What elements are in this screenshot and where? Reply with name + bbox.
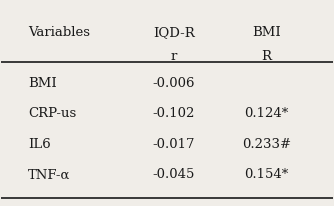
Text: IL6: IL6 [28, 137, 51, 150]
Text: 0.233#: 0.233# [242, 137, 291, 150]
Text: BMI: BMI [252, 26, 281, 39]
Text: Variables: Variables [28, 26, 90, 39]
Text: -0.017: -0.017 [152, 137, 195, 150]
Text: TNF-α: TNF-α [28, 168, 70, 181]
Text: 0.154*: 0.154* [244, 168, 289, 181]
Text: -0.045: -0.045 [152, 168, 195, 181]
Text: 0.124*: 0.124* [244, 107, 289, 120]
Text: r: r [170, 50, 177, 63]
Text: CRP-us: CRP-us [28, 107, 76, 120]
Text: -0.102: -0.102 [152, 107, 195, 120]
Text: -0.006: -0.006 [152, 76, 195, 89]
Text: BMI: BMI [28, 76, 57, 89]
Text: IQD-R: IQD-R [153, 26, 194, 39]
Text: R: R [262, 50, 271, 63]
